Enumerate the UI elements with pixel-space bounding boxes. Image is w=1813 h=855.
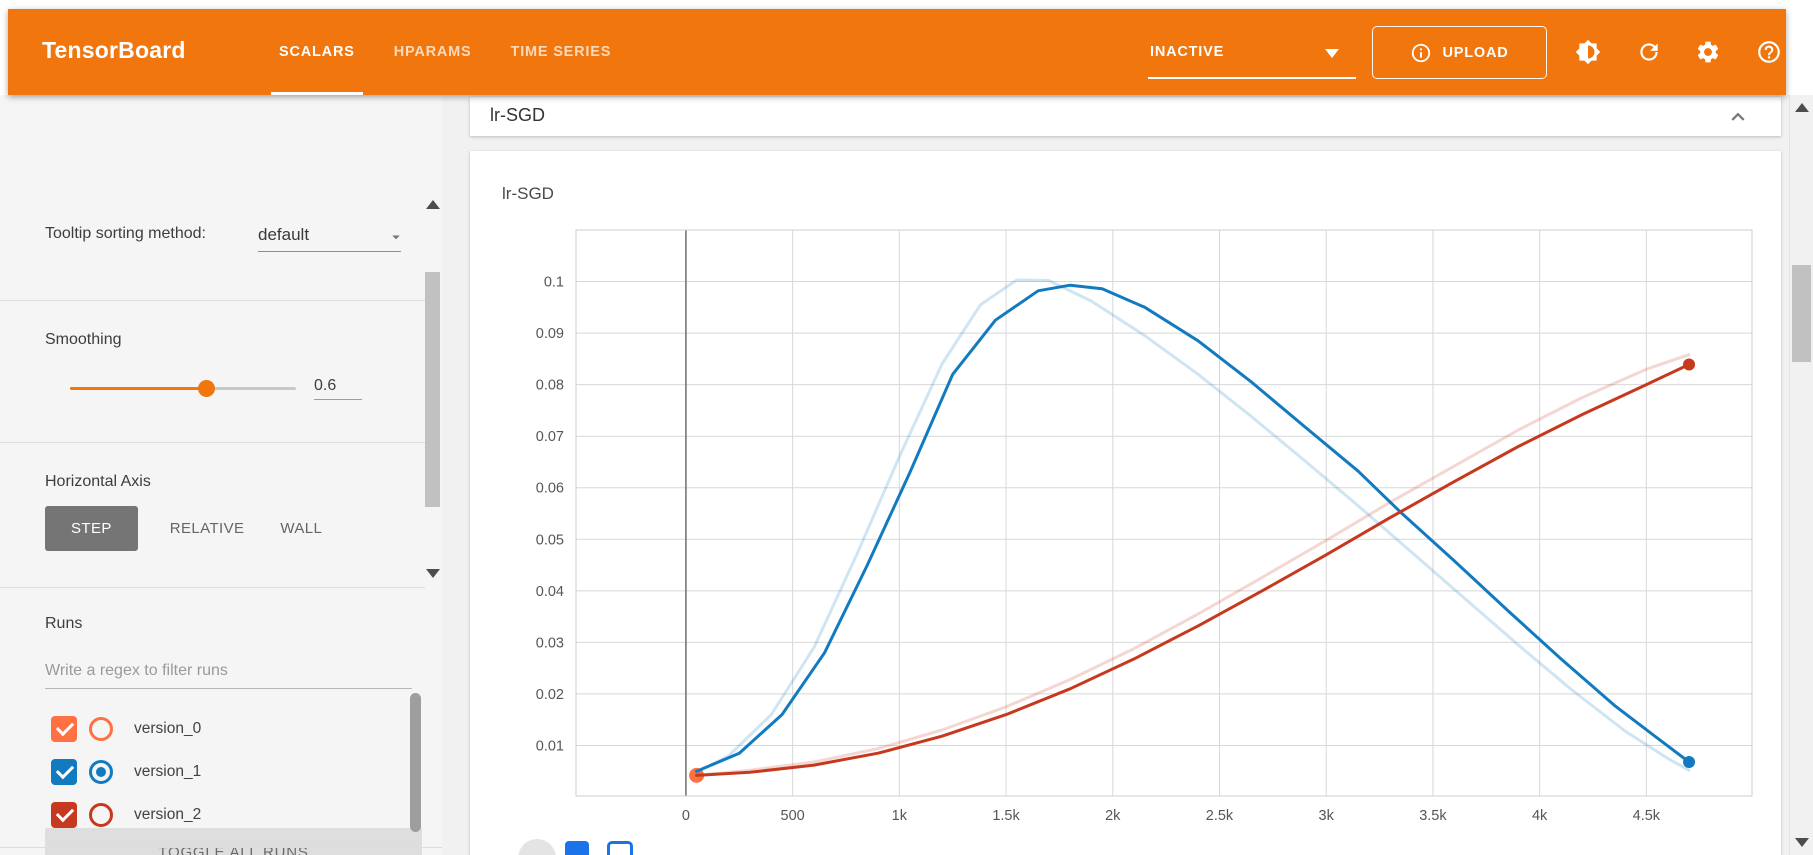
chart-title: lr-SGD [502,184,554,203]
tooltip-sorting-label: Tooltip sorting method: [45,225,206,242]
dropdown-arrow-icon [1325,49,1339,58]
nav-tabs: SCALARS HPARAMS TIME SERIES [271,9,613,95]
divider [0,587,425,588]
runs-filter-input[interactable] [45,658,412,689]
pin-card-button[interactable] [607,841,633,855]
settings-sidebar: Tooltip sorting method: default Smoothin… [0,95,442,855]
svg-text:0.09: 0.09 [536,326,564,342]
run-radio[interactable] [89,802,113,827]
svg-text:0.01: 0.01 [536,738,564,754]
sidebar-scrollbar-thumb[interactable] [425,272,440,507]
horizontal-axis-label: Horizontal Axis [45,473,151,490]
dropdown-arrow-icon [392,235,400,240]
upload-button-label: UPLOAD [1442,44,1509,61]
runs-scrollbar-thumb[interactable] [410,693,421,832]
run-row[interactable]: version_2 [51,801,201,828]
svg-text:0.06: 0.06 [536,481,564,497]
svg-text:3k: 3k [1319,808,1335,824]
run-checkbox[interactable] [51,715,77,742]
smoothing-slider[interactable] [70,380,296,397]
run-label: version_2 [134,805,202,823]
info-icon [1412,43,1431,62]
svg-text:4k: 4k [1532,808,1548,824]
svg-text:0.08: 0.08 [536,378,564,394]
svg-text:0: 0 [682,808,690,824]
app-header: TensorBoard SCALARS HPARAMS TIME SERIES … [8,9,1786,95]
scroll-up-icon[interactable] [1795,103,1809,112]
toggle-all-runs-button[interactable]: TOGGLE ALL RUNS [45,828,422,855]
status-dropdown-value: INACTIVE [1150,44,1225,60]
tab-scalars[interactable]: SCALARS [271,9,363,95]
brightness-icon [1575,39,1601,65]
svg-text:0.07: 0.07 [536,429,564,445]
divider [0,442,425,443]
run-checkbox[interactable] [51,758,77,785]
tooltip-sorting-select[interactable]: default [258,225,401,252]
smoothing-label: Smoothing [45,331,122,348]
app-logo: TensorBoard [42,37,186,63]
chevron-up-icon[interactable] [1725,104,1751,130]
run-row[interactable]: version_0 [51,715,201,742]
divider [0,847,442,848]
scalar-chart-card: lr-SGD 0 500 1k 1.5k 2k 2.5k 3k 3.5k 4k 4.5k 0.01 0… [470,151,1781,855]
svg-text:0.02: 0.02 [536,687,564,703]
sidebar-scroll-down-icon[interactable] [426,569,440,578]
svg-text:2.5k: 2.5k [1206,808,1234,824]
svg-text:0.03: 0.03 [536,635,564,651]
svg-text:0.04: 0.04 [536,584,564,600]
runs-label: Runs [45,615,83,632]
status-dropdown-underline [1148,77,1356,79]
svg-text:2k: 2k [1105,808,1121,824]
svg-text:1.5k: 1.5k [992,808,1020,824]
refresh-button[interactable] [1629,39,1669,79]
run-radio[interactable] [89,716,113,741]
svg-text:3.5k: 3.5k [1419,808,1447,824]
fullscreen-chart-button[interactable] [565,841,589,855]
page-scrollbar[interactable] [1789,95,1813,855]
tag-group-title: lr-SGD [490,105,545,125]
refresh-icon [1640,43,1658,61]
svg-text:500: 500 [781,808,805,824]
page-scrollbar-thumb[interactable] [1792,265,1811,362]
help-button[interactable] [1749,39,1789,79]
horizontal-axis-modes: STEP RELATIVE WALL [45,506,340,551]
run-label: version_0 [134,719,202,737]
gear-icon [1697,41,1719,63]
smoothing-slider-fill [70,387,206,390]
axis-mode-wall[interactable]: WALL [280,520,323,537]
brightness-toggle-button[interactable] [1568,39,1608,79]
settings-button[interactable] [1688,39,1728,79]
smoothing-slider-knob[interactable] [198,380,215,397]
upload-button[interactable]: UPLOAD [1372,26,1547,79]
scalar-chart[interactable]: 0 500 1k 1.5k 2k 2.5k 3k 3.5k 4k 4.5k 0.01 0.02 0.03… [470,151,1781,855]
run-radio[interactable] [89,759,113,784]
svg-text:1k: 1k [892,808,908,824]
smoothing-value-field[interactable]: 0.6 [314,377,362,400]
scroll-down-icon[interactable] [1795,838,1809,847]
tab-hparams[interactable]: HPARAMS [393,44,472,60]
svg-text:0.1: 0.1 [544,275,564,291]
svg-text:0.05: 0.05 [536,532,564,548]
axis-mode-step[interactable]: STEP [45,506,138,551]
run-label: version_1 [134,762,202,780]
sidebar-scroll-up-icon[interactable] [426,200,440,209]
run-row[interactable]: version_1 [51,758,201,785]
run-checkbox[interactable] [51,801,77,828]
expand-chart-button[interactable] [518,839,556,855]
help-icon [1758,41,1780,63]
axis-mode-relative[interactable]: RELATIVE [169,520,245,537]
svg-text:4.5k: 4.5k [1633,808,1661,824]
status-dropdown[interactable]: INACTIVE [1148,9,1356,95]
tag-group-header[interactable]: lr-SGD [470,97,1781,136]
divider [0,300,425,301]
tab-time-series[interactable]: TIME SERIES [510,44,612,60]
